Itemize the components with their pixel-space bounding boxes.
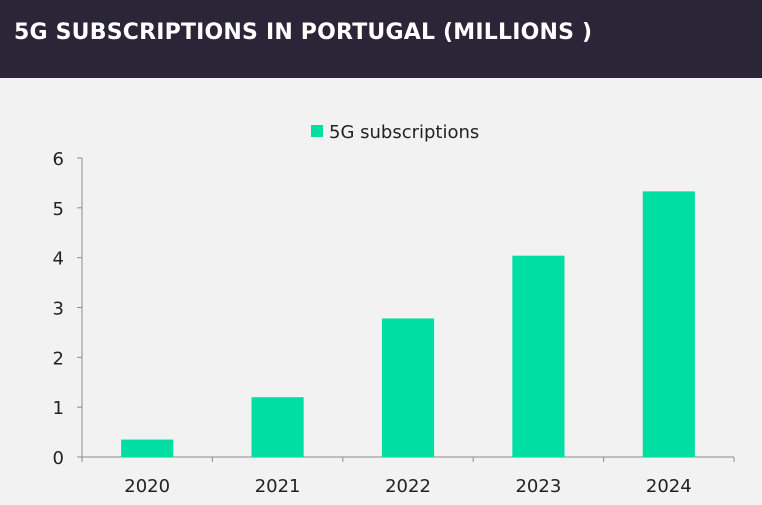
title-bar: 5G SUBSCRIPTIONS IN PORTUGAL (MILLIONS ) bbox=[0, 0, 762, 78]
y-tick-label: 5 bbox=[53, 199, 64, 220]
chart-title: 5G SUBSCRIPTIONS IN PORTUGAL (MILLIONS ) bbox=[14, 20, 593, 45]
x-tick-label: 2024 bbox=[646, 476, 692, 497]
y-tick-label: 0 bbox=[53, 448, 64, 469]
x-tick-label: 2021 bbox=[255, 476, 301, 497]
y-tick-label: 6 bbox=[53, 149, 64, 170]
y-tick-label: 3 bbox=[53, 299, 64, 320]
y-tick-label: 4 bbox=[53, 249, 64, 270]
legend-swatch bbox=[311, 125, 323, 137]
y-tick-label: 1 bbox=[53, 398, 64, 419]
bar-2021 bbox=[251, 397, 304, 457]
x-tick-label: 2022 bbox=[385, 476, 431, 497]
legend-label: 5G subscriptions bbox=[329, 122, 479, 143]
bar-2020 bbox=[121, 439, 174, 457]
x-tick-label: 2023 bbox=[515, 476, 561, 497]
x-tick-label: 2020 bbox=[124, 476, 170, 497]
bars bbox=[121, 191, 695, 457]
x-axis: 2020 2021 2022 2023 2024 bbox=[81, 456, 735, 497]
bar-2024 bbox=[642, 191, 695, 457]
bar-2022 bbox=[381, 318, 435, 457]
y-axis: 0 1 2 3 4 5 6 bbox=[53, 149, 83, 469]
y-tick-label: 2 bbox=[53, 348, 64, 369]
bar-2023 bbox=[512, 255, 565, 457]
legend: 5G subscriptions bbox=[311, 122, 479, 143]
